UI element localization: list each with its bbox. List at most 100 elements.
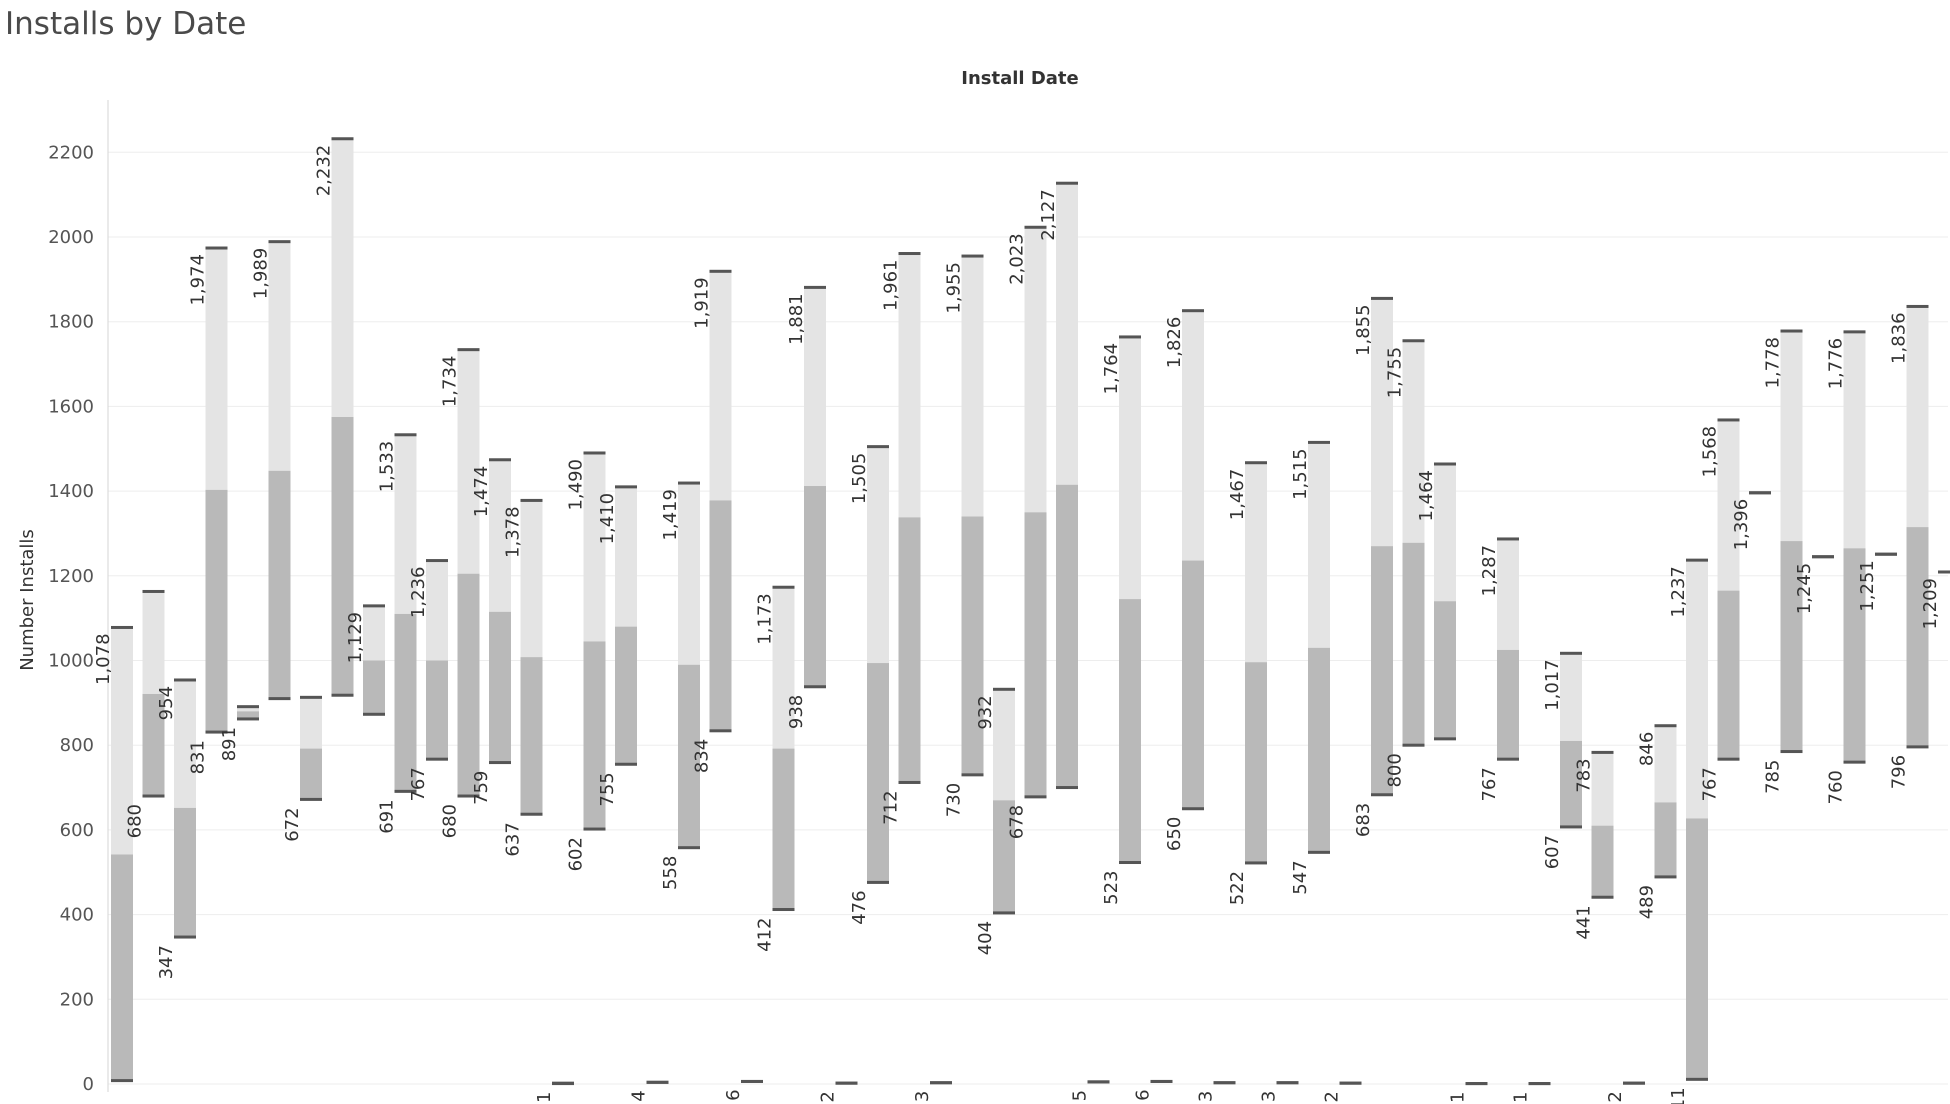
bar-lower-segment (489, 611, 511, 763)
bar-upper-segment (1780, 331, 1803, 542)
bar-low-cap (1182, 807, 1204, 811)
data-label-low: 404 (975, 921, 996, 955)
bar-low-cap (1686, 1077, 1708, 1081)
bar-low-cap (1371, 793, 1393, 797)
bar-lower-segment (1245, 662, 1267, 863)
bar-low-cap (1402, 743, 1425, 747)
bar-upper-segment (1717, 419, 1740, 591)
bar-lower-segment (1906, 527, 1929, 747)
bar-lower-segment (772, 748, 795, 910)
bar-low-cap (300, 797, 322, 801)
bar-lower-segment (1056, 484, 1078, 788)
bar-low-cap (1906, 745, 1929, 749)
bar-low-cap (615, 762, 637, 766)
bar-high-cap (1686, 558, 1708, 562)
bar-high-cap (426, 559, 448, 563)
bar-lower-segment (709, 500, 732, 731)
data-label-low: 607 (1542, 835, 1563, 869)
y-tick-label: 1200 (48, 566, 94, 587)
data-label-low: 6 (723, 1089, 744, 1100)
bar-lower-segment (111, 854, 133, 1081)
y-tick-label: 1600 (48, 396, 94, 417)
bar-upper-segment (457, 349, 480, 574)
data-label-low: 767 (1700, 767, 1721, 801)
bar-low-cap (1497, 757, 1519, 761)
data-label-low: 834 (692, 739, 713, 773)
bar-low-cap (205, 730, 228, 734)
bar-low-cap (804, 685, 826, 689)
bar-upper-segment (111, 627, 133, 855)
data-label-low: 489 (1637, 885, 1658, 919)
bar-lower-segment (300, 748, 322, 800)
bar-lower-segment (1843, 548, 1866, 763)
bar-high-cap (1371, 296, 1393, 300)
bar-upper-segment (678, 483, 700, 665)
bar-lower-segment (331, 416, 354, 696)
data-label-high: 954 (156, 686, 177, 720)
bar-low-cap (583, 827, 606, 831)
bar-lower-segment (1560, 740, 1582, 827)
data-label-high: 1,419 (660, 489, 681, 541)
bar-high-cap (1434, 462, 1456, 466)
data-label-high: 1,734 (440, 356, 461, 408)
data-label-low: 759 (471, 771, 492, 805)
data-label-low: 523 (1101, 871, 1122, 905)
bar-lower-segment (394, 613, 417, 792)
bar-upper-segment (1371, 298, 1393, 547)
bar-upper-segment (993, 689, 1015, 801)
bar-upper-segment (583, 452, 606, 642)
bar-lower-segment (457, 573, 480, 797)
bar-high-cap (867, 445, 889, 449)
bar-lower-segment (1024, 512, 1047, 797)
bar-lower-segment (1686, 818, 1708, 1080)
bar-upper-segment (1434, 463, 1456, 602)
bar-low-cap (174, 935, 196, 939)
bar-low-cap (1087, 1080, 1110, 1084)
bar-high-cap (1182, 309, 1204, 313)
bar-high-cap (1119, 335, 1141, 339)
bar-lower-segment (1308, 647, 1330, 853)
bar-upper-segment (709, 271, 732, 501)
bar-low-cap (142, 794, 165, 798)
y-axis-title: Number Installs (17, 529, 38, 671)
y-tick-label: 800 (60, 735, 94, 756)
bar-upper-segment (268, 241, 291, 471)
bar-high-cap (615, 485, 637, 489)
data-label-low: 680 (125, 804, 146, 838)
data-label-low: 796 (1889, 755, 1910, 789)
bar-low-cap (237, 717, 259, 721)
data-label-high: 1,776 (1826, 338, 1847, 390)
bar-upper-segment (961, 256, 984, 517)
bar-low-cap (1213, 1081, 1236, 1085)
data-label-high: 1,237 (1668, 566, 1689, 618)
data-label-high: 1,378 (503, 506, 524, 558)
bar-upper-segment (1843, 331, 1866, 549)
bar-upper-segment (331, 138, 354, 417)
data-label-low: 412 (755, 918, 776, 952)
data-label-low: 11 (1668, 1087, 1689, 1104)
data-label-low: 558 (660, 856, 681, 890)
data-label-low: 441 (1574, 905, 1595, 939)
bar-low-cap (1528, 1082, 1551, 1086)
data-label-high: 1,989 (251, 248, 272, 300)
data-label-low: 767 (1479, 767, 1500, 801)
bar-upper-segment (1402, 340, 1425, 543)
data-label-high: 1,251 (1857, 560, 1878, 612)
bar-upper-segment (489, 459, 511, 612)
bar-high-cap (1056, 181, 1078, 185)
bar-low-cap (1308, 850, 1330, 854)
bar-low-cap (741, 1079, 763, 1083)
data-label-low: 683 (1353, 803, 1374, 837)
bar-high-cap (804, 285, 826, 289)
bar-low-cap (1938, 570, 1950, 574)
bar-upper-segment (1686, 560, 1708, 819)
data-label-high: 1,287 (1479, 545, 1500, 597)
bar-lower-segment (1434, 601, 1456, 739)
y-tick-label: 200 (60, 989, 94, 1010)
bar-lower-segment (237, 711, 259, 719)
data-label-high: 1,078 (93, 633, 114, 685)
bar-upper-segment (174, 679, 196, 808)
bar-high-cap (1780, 329, 1803, 333)
bar-low-cap (1812, 555, 1834, 559)
data-label-low: 760 (1826, 770, 1847, 804)
